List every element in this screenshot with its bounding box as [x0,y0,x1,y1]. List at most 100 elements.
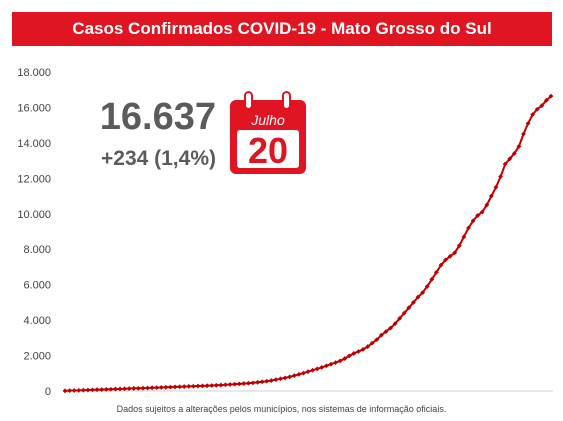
data-point [273,377,279,383]
data-point [213,382,219,388]
data-point [67,388,72,394]
data-point [429,276,435,282]
data-point [411,299,416,305]
data-point [80,387,86,393]
data-point [369,340,375,346]
data-point [90,387,95,393]
footnote: Dados sujeitos a alterações pelos municí… [116,404,447,414]
data-point [502,161,508,167]
data-point [383,329,389,335]
data-point [365,344,371,350]
data-point [314,366,320,372]
data-point [85,387,91,393]
data-point [351,351,357,356]
data-point [236,381,242,387]
data-point [484,202,490,208]
total-cases-number: 16.637 [100,96,216,138]
data-point [145,385,150,391]
data-point [388,325,393,331]
data-point [539,103,545,109]
y-tick-label: 14.000 [17,138,51,150]
data-point [71,388,77,393]
data-point [117,386,123,392]
data-point [305,369,311,375]
calendar-ring-left [244,91,253,110]
data-point [172,384,178,390]
data-point [544,97,549,103]
data-point [337,358,343,364]
chart-title: Casos Confirmados COVID-19 - Mato Grosso… [12,12,552,46]
data-point [525,120,531,126]
data-point [397,315,403,321]
data-point [135,385,141,391]
data-point [401,310,407,316]
data-point [466,225,471,231]
data-point [232,381,238,387]
data-point [392,321,398,327]
data-point [433,269,439,275]
data-point [218,382,224,388]
data-point [227,382,233,387]
y-tick-label: 2.000 [23,351,51,363]
series-line-confirmed-cases [64,95,552,392]
calendar-page [237,130,299,168]
calendar-month: Julho [250,112,285,128]
calendar-day: 20 [248,130,288,171]
data-point [319,365,325,370]
data-point [356,349,361,354]
y-tick-label: 8.000 [23,244,51,256]
data-point [140,385,146,391]
data-point [177,384,183,390]
data-point [163,384,169,390]
calendar-icon: Julho 20 [230,91,306,174]
data-point [149,385,155,391]
data-point [296,371,302,377]
data-point [241,381,247,386]
series-markers [62,93,554,394]
y-axis-labels: 0 2.000 4.000 6.000 8.000 10.000 12.000 14.000 1… [17,67,51,398]
data-point [346,353,352,359]
data-point [475,213,481,218]
data-point [360,346,366,352]
data-point [259,379,265,385]
data-point [333,360,338,366]
data-point [493,184,499,190]
data-point [301,370,306,376]
data-point [245,380,251,386]
data-point [200,383,205,389]
data-point [158,385,164,390]
data-point [94,387,100,393]
data-point [328,361,334,367]
data-point [62,388,68,394]
data-point [516,144,522,149]
data-point [131,386,137,391]
data-point [521,131,526,137]
data-point [452,250,458,256]
data-point [268,378,274,383]
data-point [154,385,160,391]
data-point [507,156,513,162]
data-point [479,209,485,215]
data-point [255,379,260,385]
data-point [113,386,118,392]
data-point [498,174,503,179]
data-point [438,262,444,268]
data-point [424,284,430,289]
data-point [181,384,187,389]
data-point [342,356,348,361]
data-point [461,234,467,240]
data-point [186,383,192,389]
data-point [447,253,453,259]
data-point [264,378,270,384]
data-point [443,257,448,263]
data-point [103,387,109,392]
data-point [76,387,82,393]
data-point [548,93,554,99]
data-point [250,380,256,386]
y-tick-label: 10.000 [17,209,51,221]
data-point [99,387,105,392]
y-tick-label: 12.000 [17,173,51,185]
daily-increase-text: +234 (1,4%) [101,147,216,170]
data-point [470,218,476,224]
